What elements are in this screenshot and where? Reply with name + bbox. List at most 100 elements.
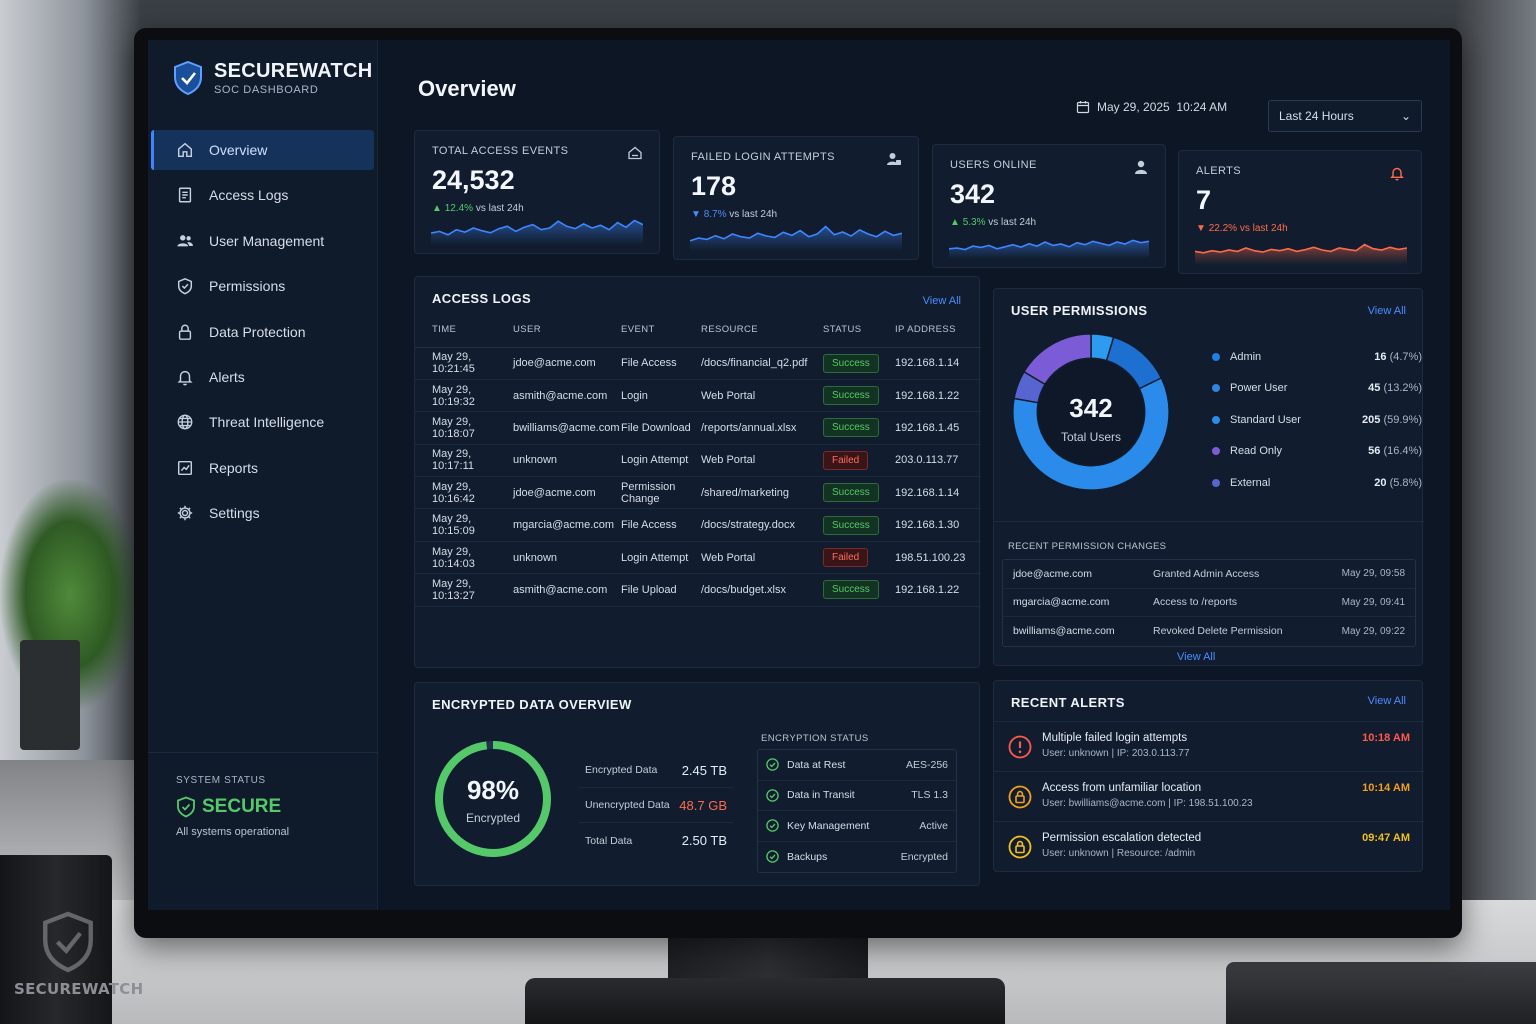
legend-value: 16 (4.7%)	[1374, 350, 1422, 363]
sidebar-item-permissions[interactable]: Permissions	[151, 266, 374, 306]
access-logs-title: ACCESS LOGS	[432, 291, 532, 306]
legend-item: Read Only 56 (16.4%)	[1212, 436, 1422, 468]
user-lock-icon	[887, 153, 901, 165]
access-logs-view-all[interactable]: View All	[922, 295, 961, 307]
encryption-total-value: 2.45 TB	[681, 762, 727, 778]
encryption-total-label: Total Data	[585, 834, 633, 847]
background-wall	[1456, 0, 1536, 900]
sidebar-item-settings[interactable]: Settings	[151, 493, 374, 533]
system-status-label: SYSTEM STATUS	[176, 775, 266, 786]
home-icon	[175, 140, 195, 160]
sidebar-item-alerts[interactable]: Alerts	[151, 357, 374, 397]
cell-status: Success	[823, 347, 895, 380]
alert-time: 10:14 AM	[1362, 782, 1410, 794]
alert-item[interactable]: Multiple failed login attempts User: unkn…	[994, 721, 1424, 771]
change-action: Revoked Delete Permission	[1153, 625, 1283, 638]
sidebar-item-threat-intelligence[interactable]: Threat Intelligence	[151, 402, 374, 442]
encryption-status-value: AES-256	[905, 758, 948, 771]
cell-ip: 192.168.1.45	[895, 411, 981, 445]
table-row[interactable]: May 29, 10:14:03 unknown Login Attempt Web …	[415, 541, 981, 575]
sidebar-item-label: Settings	[209, 505, 260, 522]
recent-permission-changes-view-all[interactable]: View All	[1177, 651, 1216, 663]
column-header[interactable]: RESOURCE	[701, 313, 823, 348]
check-circle-icon	[766, 758, 779, 771]
alert-detail: User: unknown | Resource: /admin	[1042, 848, 1196, 859]
check-circle-icon	[766, 819, 779, 832]
chart-icon	[175, 458, 195, 478]
encryption-status-name: Backups	[787, 850, 828, 863]
table-row[interactable]: May 29, 10:16:42 jdoe@acme.com Permission …	[415, 476, 981, 510]
user-permissions-title: USER PERMISSIONS	[1011, 303, 1148, 318]
column-header[interactable]: USER	[513, 313, 621, 348]
sidebar-item-label: Overview	[209, 142, 268, 158]
sidebar-item-user-management[interactable]: User Management	[151, 221, 374, 261]
sidebar-item-label: Reports	[209, 459, 259, 476]
change-user: bwilliams@acme.com	[1013, 625, 1115, 638]
list-item[interactable]: jdoe@acme.com Granted Admin Access May 29,…	[1003, 560, 1415, 589]
status-badge: Success	[823, 580, 879, 600]
legend-item: Admin 16 (4.7%)	[1212, 341, 1422, 373]
sparkline-area	[949, 240, 1149, 259]
system-status-note: All systems operational	[176, 826, 290, 838]
sidebar-item-overview[interactable]: Overview	[151, 130, 374, 170]
column-header[interactable]: EVENT	[621, 313, 701, 348]
stat-value: 24,532	[432, 165, 515, 195]
table-row[interactable]: May 29, 10:19:32 asmith@acme.com Login Web …	[415, 379, 981, 413]
encryption-status-name: Data at Rest	[787, 758, 846, 771]
column-header[interactable]: STATUS	[823, 313, 895, 348]
laptop	[1226, 962, 1536, 1024]
column-header[interactable]: TIME	[415, 313, 513, 348]
recent-alerts-view-all[interactable]: View All	[1367, 695, 1406, 707]
sidebar-item-label: Alerts	[209, 368, 245, 385]
change-action: Granted Admin Access	[1153, 567, 1260, 580]
encryption-status-row: Key Management Active	[758, 811, 956, 842]
encryption-total-row: Total Data 2.50 TB	[579, 823, 733, 858]
cell-time: May 29, 10:14:03	[415, 541, 513, 575]
column-header[interactable]: IP ADDRESS	[895, 313, 981, 348]
stat-card-users-online: USERS ONLINE 342 ▲ 5.3% vs last 24h	[932, 144, 1166, 268]
recent-permission-changes-list: jdoe@acme.com Granted Admin Access May 29,…	[1002, 559, 1416, 647]
mug-shield-icon	[43, 911, 93, 973]
table-row[interactable]: May 29, 10:15:09 mgarcia@acme.com File Acc…	[415, 508, 981, 542]
donut-slice-read-only[interactable]	[1023, 333, 1092, 386]
cell-user: unknown	[513, 444, 621, 478]
lock-icon	[175, 322, 195, 342]
encryption-status-value: Active	[919, 819, 948, 832]
time-range-select[interactable]: Last 24 Hours ⌄	[1268, 100, 1422, 132]
sidebar-item-data-protection[interactable]: Data Protection	[151, 312, 374, 352]
permissions-donut-chart	[1012, 333, 1170, 491]
encryption-status-value: Encrypted	[900, 850, 948, 863]
table-row[interactable]: May 29, 10:17:11 unknown Login Attempt Web …	[415, 444, 981, 478]
status-badge: Success	[823, 515, 879, 535]
sidebar-item-access-logs[interactable]: Access Logs	[151, 175, 374, 215]
alert-item[interactable]: Permission escalation detected User: unkn…	[994, 821, 1424, 871]
stat-label: FAILED LOGIN ATTEMPTS	[691, 151, 835, 163]
donut-slice-standard-user[interactable]	[1012, 377, 1170, 491]
status-badge: Success	[823, 353, 879, 373]
table-row[interactable]: May 29, 10:21:45 jdoe@acme.com File Access…	[415, 347, 981, 380]
cell-resource: Web Portal	[701, 541, 823, 575]
mug-brand-text: SECUREWATCH	[14, 980, 144, 998]
cell-status: Success	[823, 379, 895, 413]
cell-status: Success	[823, 476, 895, 510]
bell-icon	[175, 367, 195, 387]
check-circle-icon	[766, 850, 779, 863]
cell-status: Success	[823, 573, 895, 607]
change-user: mgarcia@acme.com	[1013, 596, 1110, 609]
list-item[interactable]: bwilliams@acme.com Revoked Delete Permiss…	[1003, 617, 1415, 646]
alert-detail: User: bwilliams@acme.com | IP: 198.51.10…	[1042, 798, 1253, 809]
cell-time: May 29, 10:17:11	[415, 444, 513, 478]
stat-card-alerts: ALERTS 7 ▼ 22.2% vs last 24h	[1178, 150, 1422, 274]
page-title: Overview	[418, 76, 516, 101]
sidebar-item-reports[interactable]: Reports	[151, 448, 374, 488]
alert-item[interactable]: Access from unfamiliar location User: bwi…	[994, 771, 1424, 821]
table-row[interactable]: May 29, 10:18:07 bwilliams@acme.com File D…	[415, 411, 981, 445]
list-item[interactable]: mgarcia@acme.com Access to /reports May 29…	[1003, 589, 1415, 617]
cell-user: jdoe@acme.com	[513, 476, 621, 510]
background-pot	[20, 640, 80, 750]
cell-ip: 192.168.1.22	[895, 573, 981, 607]
table-row[interactable]: May 29, 10:13:27 asmith@acme.com File Uplo…	[415, 573, 981, 607]
recent-alerts-title: RECENT ALERTS	[1011, 695, 1125, 710]
user-permissions-view-all[interactable]: View All	[1367, 305, 1406, 317]
sidebar-item-label: Threat Intelligence	[209, 414, 325, 431]
